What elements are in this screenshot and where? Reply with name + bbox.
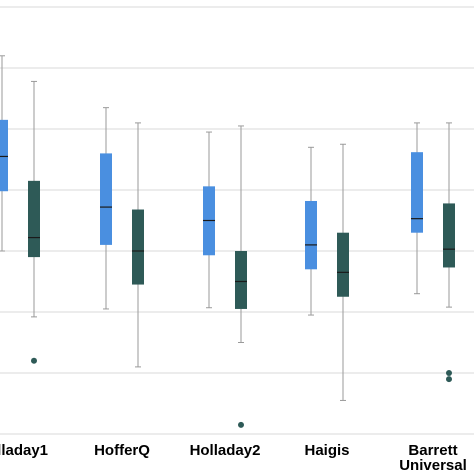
outlier-point	[31, 357, 37, 364]
box-2-haigis	[337, 143, 349, 401]
outlier-point	[238, 421, 244, 428]
box-1-holladay1	[0, 55, 8, 252]
box-iqr	[28, 180, 40, 258]
outlier-point	[446, 370, 452, 376]
box-iqr	[235, 251, 247, 309]
x-tick-label: Barrett Universal	[399, 442, 467, 474]
box-2-holladay1	[28, 80, 40, 364]
x-tick-label: Haigis	[304, 442, 349, 459]
x-tick-label: Holladay2	[190, 442, 261, 459]
box-iqr	[100, 153, 112, 245]
box-1-holladay2	[203, 131, 215, 309]
x-tick-label: olladay1	[0, 442, 48, 459]
gridlines	[0, 6, 474, 435]
box-1-haigis	[305, 146, 317, 316]
box-1-barrett-universal	[411, 122, 423, 295]
box-iqr	[132, 209, 144, 285]
x-tick-label: HofferQ	[94, 442, 150, 459]
box-iqr	[305, 200, 317, 270]
box-iqr	[0, 119, 8, 192]
box-2-hofferq	[132, 122, 144, 368]
x-axis-tick-labels: olladay1 HofferQ Holladay2 Haigis BarrettUni…	[0, 442, 467, 474]
box-iqr	[411, 152, 423, 233]
box-1-hofferq	[100, 107, 112, 310]
box-2-holladay2	[235, 125, 247, 428]
box-2-barrett-universal	[443, 122, 455, 383]
box-series	[0, 55, 455, 428]
box-iqr	[443, 203, 455, 268]
box-iqr	[337, 232, 349, 297]
outlier-point	[446, 376, 452, 383]
